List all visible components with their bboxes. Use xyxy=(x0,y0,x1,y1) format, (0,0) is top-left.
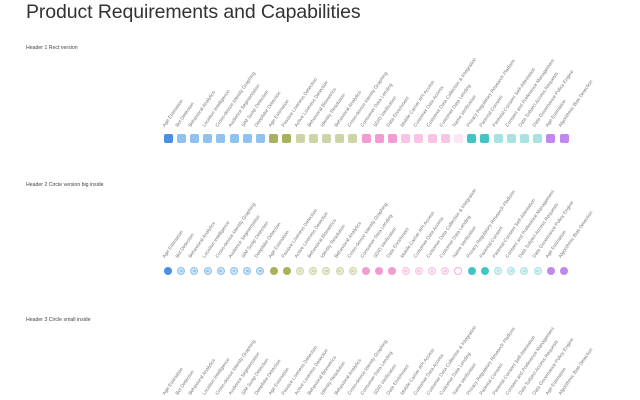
capability-circle-marker xyxy=(296,267,304,275)
capability-circle-marker xyxy=(454,267,463,275)
capability-circle-marker xyxy=(560,267,568,275)
capability-circle-marker xyxy=(177,267,186,275)
capability-circle-marker xyxy=(428,267,436,275)
capability-circle-marker xyxy=(533,267,542,275)
capability-rect-marker xyxy=(269,134,279,143)
capability-circle-marker xyxy=(216,267,225,275)
capability-rect-marker xyxy=(203,134,213,143)
capability-rect-marker xyxy=(176,134,186,143)
capability-rect-marker xyxy=(335,134,345,143)
capability-circle-marker xyxy=(414,267,423,275)
capability-inner-dot xyxy=(206,269,209,273)
capability-circle-marker xyxy=(230,267,238,275)
capability-inner-dot xyxy=(509,269,513,273)
capability-inner-dot xyxy=(351,269,355,273)
capability-circle-marker xyxy=(441,267,450,275)
capability-circle-marker xyxy=(507,267,516,275)
capability-inner-dot xyxy=(536,269,539,273)
capability-inner-dot xyxy=(179,269,183,273)
capability-inner-dot xyxy=(219,269,223,273)
capability-inner-dot xyxy=(338,269,341,273)
capability-rect-marker xyxy=(387,134,397,143)
capability-circle-marker xyxy=(190,267,199,275)
capability-rect-marker xyxy=(216,134,226,143)
capability-rect-marker xyxy=(519,134,529,143)
section-header-circle-big: Header 2 Circle version big inside xyxy=(26,182,104,188)
capability-rect-marker xyxy=(506,134,516,143)
capability-rect-marker xyxy=(348,134,358,143)
capability-inner-dot xyxy=(404,269,407,273)
capability-circle-marker xyxy=(256,267,265,275)
capability-circle-marker xyxy=(494,267,502,275)
capability-rect-marker xyxy=(295,134,305,143)
section-header-circle-small: Header 3 Circle small inside xyxy=(26,317,91,323)
capability-rect-marker xyxy=(559,134,569,143)
section-header-rect: Header 1 Rect version xyxy=(26,45,78,51)
capability-circle-marker xyxy=(335,267,344,275)
capability-inner-dot xyxy=(430,269,434,273)
page-title: Product Requirements and Capabilities xyxy=(26,1,361,23)
capability-rect-marker xyxy=(163,134,173,143)
capability-circle-marker xyxy=(375,267,384,275)
capability-inner-dot xyxy=(245,269,249,273)
capability-circle-marker xyxy=(309,267,318,275)
capability-circle-marker xyxy=(388,267,397,275)
capability-rect-marker xyxy=(308,134,318,143)
capability-rect-marker xyxy=(321,134,331,143)
capability-rect-marker xyxy=(480,134,490,143)
capability-inner-dot xyxy=(443,269,447,273)
capability-inner-dot xyxy=(324,269,328,273)
capability-rect-marker xyxy=(546,134,556,143)
capability-circle-marker xyxy=(322,267,331,275)
capability-circle-marker xyxy=(269,267,278,275)
capability-rect-marker xyxy=(242,134,252,143)
capability-rect-marker xyxy=(282,134,292,143)
capability-circle-marker xyxy=(546,267,555,275)
capability-rect-marker xyxy=(361,134,371,143)
capability-rect-marker xyxy=(533,134,543,143)
capability-rect-marker xyxy=(453,134,463,143)
capability-circle-marker xyxy=(520,267,529,275)
capability-rect-marker xyxy=(401,134,411,143)
capability-rect-marker xyxy=(374,134,384,143)
capability-rect-marker xyxy=(229,134,239,143)
capability-circle-marker xyxy=(348,267,357,275)
capability-rect-marker xyxy=(255,134,265,143)
capability-circle-marker xyxy=(467,267,476,275)
capability-circle-marker xyxy=(282,267,291,275)
capability-inner-dot xyxy=(522,269,526,273)
capability-rect-marker xyxy=(467,134,477,143)
capability-inner-dot xyxy=(298,269,302,273)
capability-inner-dot xyxy=(496,269,500,273)
capability-rect-marker xyxy=(427,134,437,143)
capability-inner-dot xyxy=(311,269,315,273)
capability-inner-dot xyxy=(417,269,421,273)
capability-circle-marker xyxy=(243,267,252,275)
capability-inner-dot xyxy=(192,269,196,273)
capability-circle-marker xyxy=(362,267,370,275)
capability-circle-marker xyxy=(480,267,489,275)
capability-rect-marker xyxy=(493,134,503,143)
capability-inner-dot xyxy=(232,269,236,273)
capability-rect-marker xyxy=(414,134,424,143)
capability-circle-marker xyxy=(164,267,172,275)
capability-circle-marker xyxy=(401,267,410,275)
capability-circle-marker xyxy=(203,267,212,275)
capability-rect-marker xyxy=(440,134,450,143)
capability-rect-marker xyxy=(189,134,199,143)
capability-inner-dot xyxy=(258,269,262,273)
